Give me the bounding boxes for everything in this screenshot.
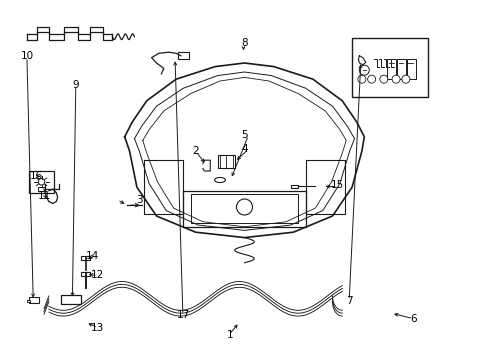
Circle shape (357, 75, 365, 83)
Ellipse shape (214, 177, 225, 183)
Text: 2: 2 (192, 146, 199, 156)
Bar (217, 155, 234, 168)
Bar (81, 272, 90, 276)
Bar (61, 295, 81, 304)
Bar (386, 59, 395, 80)
Circle shape (236, 199, 252, 215)
Circle shape (38, 179, 45, 185)
FancyBboxPatch shape (29, 171, 54, 193)
Text: 7: 7 (346, 296, 352, 306)
Circle shape (367, 75, 375, 83)
Text: 10: 10 (20, 51, 33, 61)
Text: 6: 6 (409, 314, 416, 324)
Bar (396, 59, 405, 80)
Bar (29, 297, 39, 303)
Text: 8: 8 (241, 38, 247, 48)
Bar (406, 59, 415, 80)
FancyBboxPatch shape (351, 38, 427, 97)
Text: 17: 17 (176, 310, 190, 320)
Circle shape (379, 75, 387, 83)
Text: 1: 1 (226, 330, 233, 340)
Text: 16: 16 (30, 171, 43, 181)
Circle shape (391, 75, 399, 83)
Text: 15: 15 (330, 180, 344, 190)
Bar (178, 52, 189, 59)
Circle shape (359, 65, 368, 75)
Text: 12: 12 (91, 270, 104, 280)
Text: 11: 11 (37, 191, 51, 201)
Bar (291, 185, 298, 188)
Bar (81, 256, 90, 260)
Text: 5: 5 (241, 130, 247, 140)
Text: 14: 14 (86, 251, 100, 261)
Text: 3: 3 (136, 195, 142, 205)
Bar (38, 187, 45, 191)
Text: 4: 4 (241, 144, 247, 154)
Polygon shape (27, 300, 30, 302)
Text: 9: 9 (72, 80, 79, 90)
Circle shape (401, 75, 409, 83)
Text: 13: 13 (91, 323, 104, 333)
